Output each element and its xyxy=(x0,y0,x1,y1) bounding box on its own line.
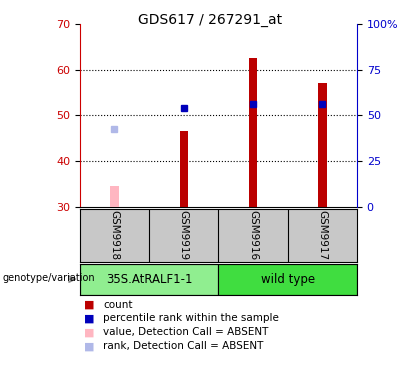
Text: GSM9916: GSM9916 xyxy=(248,210,258,260)
Text: count: count xyxy=(103,299,132,310)
Text: percentile rank within the sample: percentile rank within the sample xyxy=(103,313,279,324)
Text: GSM9919: GSM9919 xyxy=(179,210,189,260)
Bar xyxy=(80,264,218,295)
Bar xyxy=(180,131,188,207)
Text: GDS617 / 267291_at: GDS617 / 267291_at xyxy=(138,13,282,27)
Bar xyxy=(218,264,357,295)
Bar xyxy=(110,186,118,207)
Text: ■: ■ xyxy=(84,341,94,351)
Text: 35S.AtRALF1-1: 35S.AtRALF1-1 xyxy=(106,273,192,285)
Bar xyxy=(318,83,326,207)
Text: ■: ■ xyxy=(84,313,94,324)
Text: wild type: wild type xyxy=(261,273,315,285)
Text: rank, Detection Call = ABSENT: rank, Detection Call = ABSENT xyxy=(103,341,263,351)
Text: ■: ■ xyxy=(84,299,94,310)
Bar xyxy=(249,58,257,207)
Text: GSM9918: GSM9918 xyxy=(110,210,119,260)
Text: GSM9917: GSM9917 xyxy=(318,210,327,260)
Text: ■: ■ xyxy=(84,327,94,337)
Text: genotype/variation: genotype/variation xyxy=(2,273,95,283)
Text: value, Detection Call = ABSENT: value, Detection Call = ABSENT xyxy=(103,327,268,337)
